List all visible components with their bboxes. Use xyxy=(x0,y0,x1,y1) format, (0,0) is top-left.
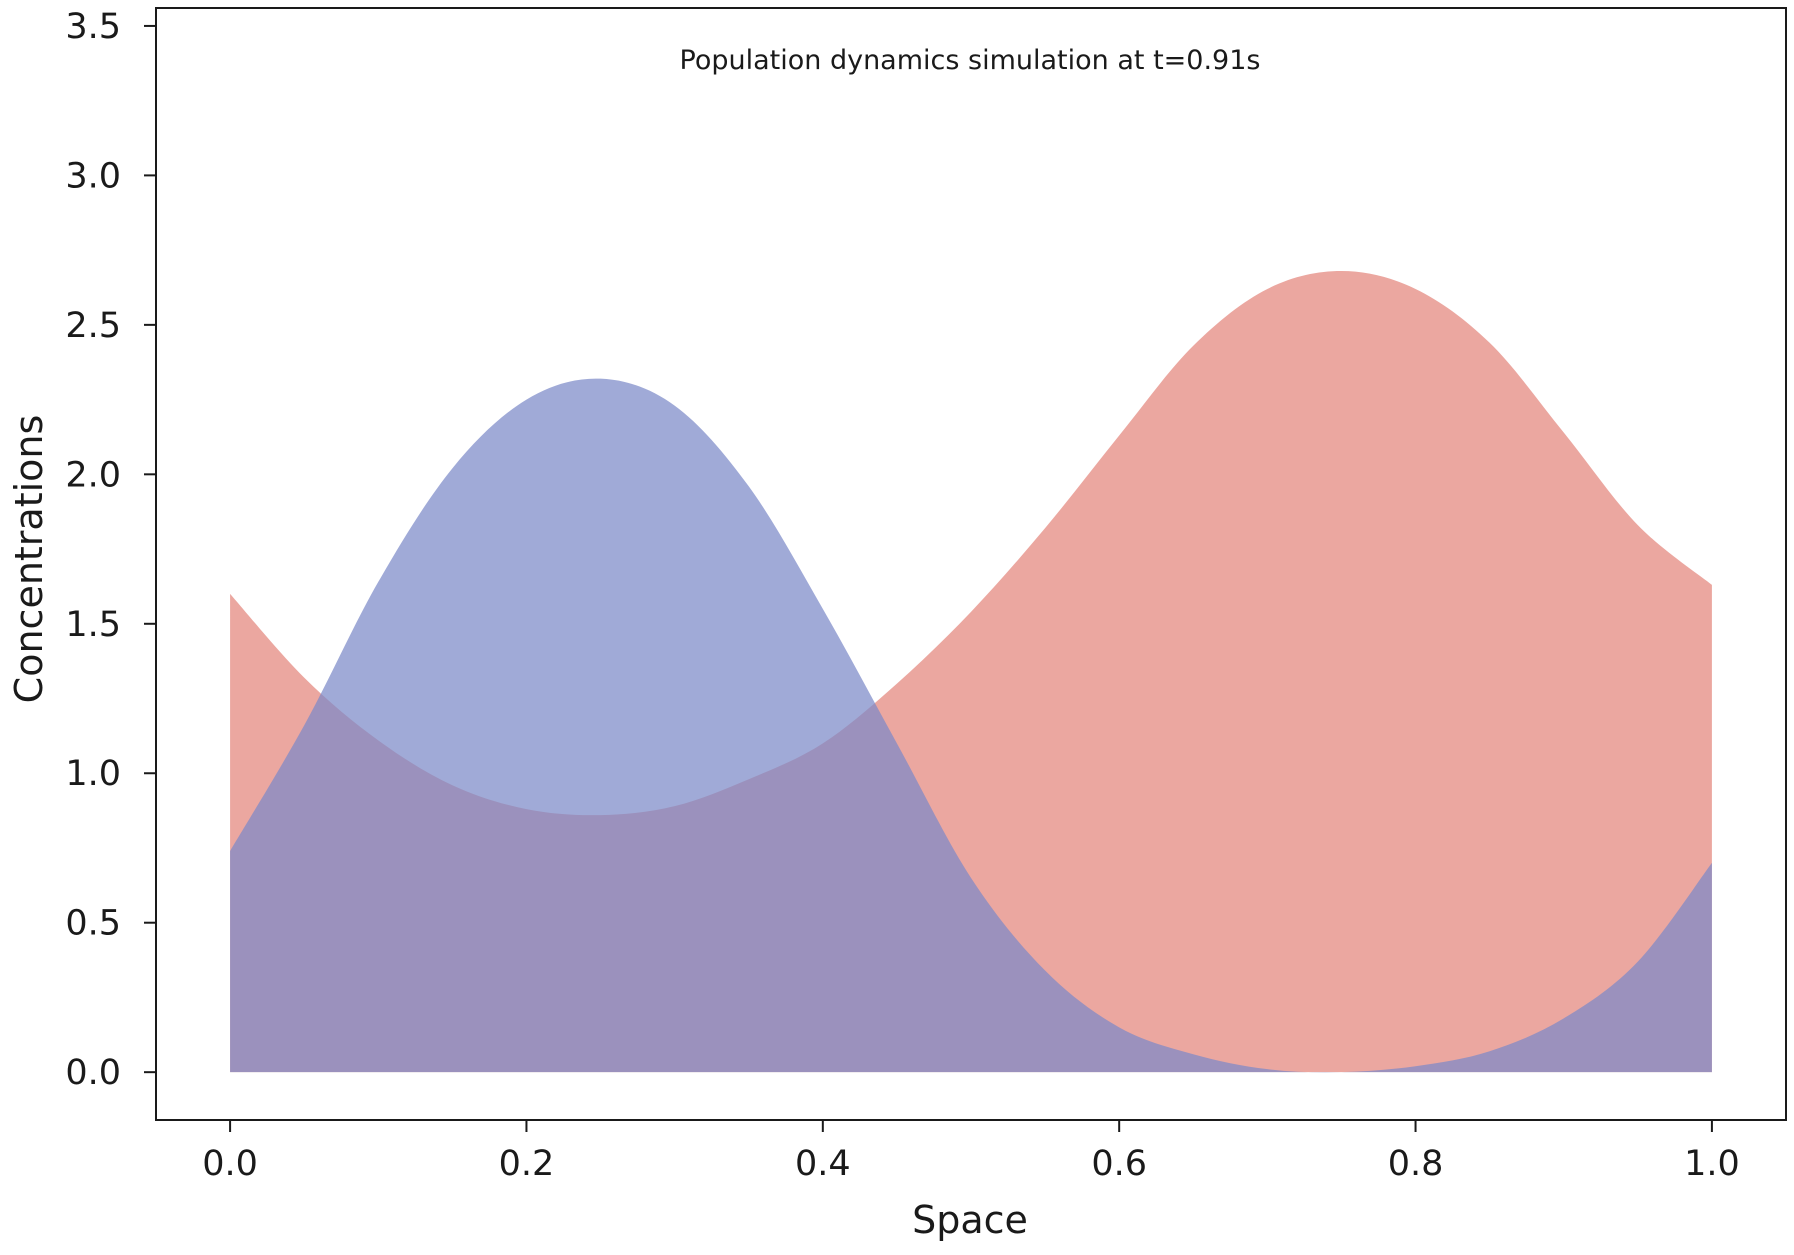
areas-layer xyxy=(230,271,1712,1073)
x-tick-label: 0.2 xyxy=(499,1144,555,1184)
area-series-2 xyxy=(230,378,1712,1073)
x-tick-label: 0.6 xyxy=(1091,1144,1147,1184)
y-tick-label: 1.0 xyxy=(65,754,121,794)
y-tick-label: 2.5 xyxy=(65,306,121,346)
x-tick-label: 0.0 xyxy=(202,1144,258,1184)
y-tick-label: 0.0 xyxy=(65,1053,121,1093)
x-tick-label: 0.8 xyxy=(1388,1144,1444,1184)
chart-title: Population dynamics simulation at t=0.91… xyxy=(680,45,1261,76)
y-tick-label: 0.5 xyxy=(65,904,121,944)
plot-frame xyxy=(155,7,1787,1121)
x-tick-label: 1.0 xyxy=(1684,1144,1740,1184)
y-tick-label: 3.5 xyxy=(65,7,121,47)
x-tick-label: 0.4 xyxy=(795,1144,851,1184)
y-tick-label: 1.5 xyxy=(65,605,121,645)
ticks-layer: 0.0 0.2 0.4 0.6 0.8 1.0 0.0 0.5 1.0 1.5 2.0 2.5 3.0 3… xyxy=(65,7,1739,1184)
y-tick-label: 2.0 xyxy=(65,455,121,495)
y-axis-label: Concentrations xyxy=(7,415,51,704)
x-axis-label: Space xyxy=(912,1198,1028,1242)
y-tick-label: 3.0 xyxy=(65,156,121,196)
